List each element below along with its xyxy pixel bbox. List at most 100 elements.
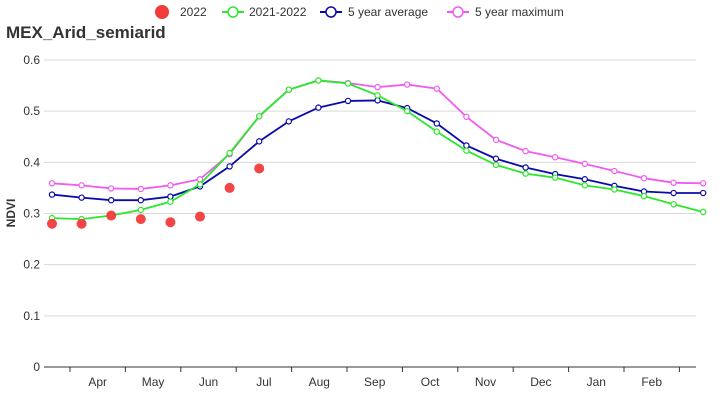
point-5-year-maximum[interactable] xyxy=(196,176,204,183)
point-5-year-maximum[interactable] xyxy=(137,185,144,193)
series-line-5-year-average xyxy=(51,99,704,202)
legend-item-5-year-maximum[interactable]: 5 year maximum xyxy=(447,5,564,19)
point-2021-2022[interactable] xyxy=(552,174,559,181)
point-5-year-average[interactable] xyxy=(700,189,707,197)
x-tick-label-jul: Jul xyxy=(256,375,271,389)
point-5-year-maximum[interactable] xyxy=(167,182,174,189)
point-5-year-average[interactable] xyxy=(463,142,470,149)
point-2021-2022[interactable] xyxy=(315,77,322,84)
point-5-year-maximum[interactable] xyxy=(581,160,589,168)
series-2022 xyxy=(47,163,265,229)
x-tick-label-apr: Apr xyxy=(88,375,107,389)
point-2021-2022[interactable] xyxy=(256,113,263,120)
point-5-year-maximum[interactable] xyxy=(48,180,56,187)
y-tick-label: 0.5 xyxy=(23,104,40,118)
x-tick-label-jun: Jun xyxy=(199,375,218,389)
point-2021-2022[interactable] xyxy=(581,182,589,189)
point-2021-2022[interactable] xyxy=(640,192,648,200)
point-5-year-average[interactable] xyxy=(167,193,174,200)
point-2022[interactable] xyxy=(165,217,176,228)
point-5-year-maximum[interactable] xyxy=(640,174,648,182)
legend-label-2021-2022: 2021-2022 xyxy=(249,5,307,19)
series-5-year-average xyxy=(48,97,707,204)
point-2021-2022[interactable] xyxy=(433,128,440,135)
point-5-year-average[interactable] xyxy=(492,155,500,162)
point-2021-2022[interactable] xyxy=(404,107,411,115)
point-5-year-average[interactable] xyxy=(522,164,529,171)
x-tick-label-dec: Dec xyxy=(530,375,551,389)
point-2021-2022[interactable] xyxy=(374,92,381,99)
point-5-year-maximum[interactable] xyxy=(611,167,618,175)
point-5-year-average[interactable] xyxy=(256,138,263,145)
y-tick-label: 0 xyxy=(33,360,40,374)
point-5-year-average[interactable] xyxy=(344,97,352,105)
legend-label-5-year-maximum: 5 year maximum xyxy=(475,5,564,19)
legend-item-5-year-average[interactable]: 5 year average xyxy=(320,5,428,19)
legend-marker-5-year-average xyxy=(325,6,337,18)
point-2021-2022[interactable] xyxy=(344,80,352,87)
x-axis xyxy=(44,366,696,372)
point-5-year-maximum[interactable] xyxy=(463,113,470,120)
point-5-year-maximum[interactable] xyxy=(492,136,500,144)
legend: 2022 2021-2022 5 year average 5 year max… xyxy=(155,5,564,19)
point-5-year-average[interactable] xyxy=(433,120,440,127)
point-2021-2022[interactable] xyxy=(137,206,144,214)
y-tick-label: 0.3 xyxy=(23,207,40,221)
x-tick-label-may: May xyxy=(142,375,165,389)
point-2022[interactable] xyxy=(224,182,235,193)
point-2021-2022[interactable] xyxy=(196,181,204,188)
point-5-year-maximum[interactable] xyxy=(78,182,85,189)
point-2022[interactable] xyxy=(135,214,146,225)
point-5-year-average[interactable] xyxy=(670,189,677,197)
x-tick-label-feb: Feb xyxy=(641,375,662,389)
y-tick-label: 0.6 xyxy=(23,53,40,67)
point-2022[interactable] xyxy=(47,218,57,229)
point-5-year-average[interactable] xyxy=(374,97,381,104)
point-5-year-maximum[interactable] xyxy=(700,180,707,187)
legend-item-2021-2022[interactable]: 2021-2022 xyxy=(222,5,307,19)
point-5-year-maximum[interactable] xyxy=(522,147,529,155)
point-2021-2022[interactable] xyxy=(463,147,470,154)
y-tick-label: 0.1 xyxy=(23,309,40,323)
point-5-year-average[interactable] xyxy=(137,196,144,204)
legend-marker-2022 xyxy=(155,5,169,19)
legend-marker-2021-2022 xyxy=(227,6,239,18)
series-plot-area xyxy=(47,77,707,229)
point-5-year-maximum[interactable] xyxy=(374,83,381,91)
point-5-year-average[interactable] xyxy=(226,163,233,170)
point-2021-2022[interactable] xyxy=(226,149,233,157)
y-axis-title: NDVI xyxy=(4,199,18,228)
point-2021-2022[interactable] xyxy=(522,170,529,177)
point-5-year-maximum[interactable] xyxy=(670,179,677,186)
series-2021-2022 xyxy=(48,77,707,223)
y-tick-label: 0.2 xyxy=(23,258,40,272)
x-tick-label-jan: Jan xyxy=(587,375,606,389)
point-5-year-average[interactable] xyxy=(581,176,589,183)
point-2022[interactable] xyxy=(195,211,205,222)
point-2021-2022[interactable] xyxy=(670,201,677,208)
point-5-year-average[interactable] xyxy=(107,196,115,204)
point-2022[interactable] xyxy=(106,210,117,221)
point-2021-2022[interactable] xyxy=(700,208,707,216)
point-5-year-maximum[interactable] xyxy=(107,185,115,192)
gridlines xyxy=(44,59,696,368)
chart-title: MEX_Arid_semiarid xyxy=(6,23,166,42)
point-5-year-average[interactable] xyxy=(78,194,85,201)
point-5-year-average[interactable] xyxy=(48,191,56,198)
x-tick-label-sep: Sep xyxy=(364,375,386,389)
point-5-year-maximum[interactable] xyxy=(404,81,411,88)
point-2022[interactable] xyxy=(254,163,265,174)
point-5-year-average[interactable] xyxy=(315,104,322,111)
point-5-year-maximum[interactable] xyxy=(552,154,559,161)
point-5-year-average[interactable] xyxy=(285,118,292,125)
point-5-year-maximum[interactable] xyxy=(433,85,440,92)
point-2021-2022[interactable] xyxy=(167,198,174,205)
point-2021-2022[interactable] xyxy=(285,86,292,93)
x-tick-label-aug: Aug xyxy=(309,375,330,389)
point-2021-2022[interactable] xyxy=(492,161,500,169)
legend-item-2022[interactable]: 2022 xyxy=(155,5,207,19)
point-2021-2022[interactable] xyxy=(611,186,618,193)
point-2022[interactable] xyxy=(76,218,87,229)
x-axis-tick-labels: Apr May Jun Jul Aug Sep Oct Nov Dec Jan Feb xyxy=(88,375,662,389)
